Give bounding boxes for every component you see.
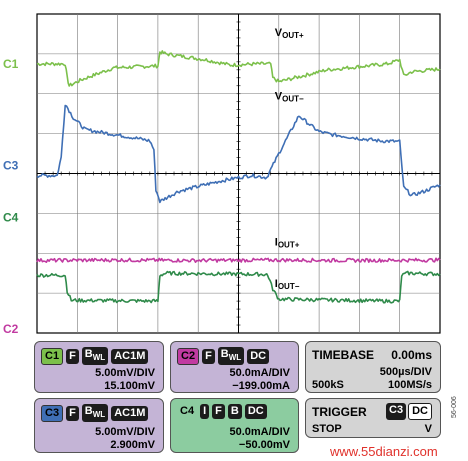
- channel-1-values: 5.00mV/DIV 15.100mV: [95, 367, 155, 393]
- bandwidth-tag: BWL: [81, 347, 109, 366]
- trigger-source-tag: C3: [386, 403, 407, 420]
- channel-markers: C1 C3 C4 C2: [3, 57, 19, 336]
- timebase-panel: TIMEBASE 0.00ms 500µs/DIV 500kS 100MS/s: [305, 341, 441, 393]
- channel-2-scale: 50.0mA/DIV: [229, 367, 290, 379]
- filter-tag: F: [66, 348, 79, 364]
- bandwidth-tag: BWL: [217, 347, 245, 366]
- timebase-title: TIMEBASE: [312, 348, 375, 362]
- trigger-tags: C3 DC: [386, 403, 432, 420]
- channel-2-values: 50.0mA/DIV −199.00mA: [229, 367, 290, 393]
- channel-2-tags: C2 F BWL DC: [177, 347, 270, 366]
- channel-marker-c3: C3: [3, 159, 19, 173]
- channel-marker-c4: C4: [3, 210, 19, 224]
- channel-2-badge: C2: [177, 347, 200, 365]
- channel-1-panel: C1 F BWL AC1M 5.00mV/DIV 15.100mV: [34, 341, 164, 393]
- channel-4-values: 50.0mA/DIV −50.00mV: [229, 426, 290, 452]
- timebase-scale: 500µs/DIV: [379, 366, 432, 378]
- coupling-tag: DC: [244, 404, 267, 419]
- channel-marker-c1: C1: [3, 57, 19, 71]
- watermark-text: www.55dianzi.com: [330, 444, 438, 459]
- sample-count: 500kS: [312, 379, 344, 391]
- filter-tag: F: [212, 404, 225, 419]
- trace-c2: [36, 257, 441, 264]
- bandwidth-tag: BWL: [81, 404, 109, 423]
- channel-marker-c2: C2: [3, 322, 19, 336]
- timebase-offset: 0.00ms: [391, 348, 432, 362]
- coupling-tag: DC: [247, 348, 270, 364]
- bandwidth-tag: B: [227, 404, 242, 419]
- trace-c1: [36, 50, 441, 87]
- trigger-coupling-tag: DC: [408, 403, 432, 420]
- trace-c3: [36, 104, 441, 204]
- channel-2-offset: −199.00mA: [232, 380, 290, 392]
- traces: [36, 50, 441, 304]
- coupling-tag: AC1M: [111, 405, 149, 421]
- channel-1-tags: C1 F BWL AC1M: [41, 347, 149, 366]
- trace-label: IOUT−: [275, 278, 300, 291]
- grid: [36, 13, 441, 334]
- channel-1-badge: C1: [41, 347, 64, 365]
- channel-3-badge: C3: [41, 404, 64, 422]
- coupling-tag: AC1M: [111, 348, 149, 364]
- channel-3-tags: C3 F BWL AC1M: [41, 404, 149, 423]
- invert-tag: I: [200, 404, 210, 419]
- channel-4-panel: C4 I F B DC 50.0mA/DIV −50.00mV: [170, 398, 299, 453]
- trace-c4: [36, 270, 441, 304]
- channel-4-badge: C4: [180, 405, 195, 417]
- channel-3-scale: 5.00mV/DIV: [95, 426, 155, 438]
- channel-2-panel: C2 F BWL DC 50.0mA/DIV −199.00mA: [170, 341, 299, 393]
- sample-rate: 100MS/s: [387, 379, 432, 391]
- trigger-mode: STOP: [312, 423, 342, 435]
- trigger-panel: TRIGGER C3 DC STOP V: [305, 398, 441, 438]
- channel-3-values: 5.00mV/DIV 2.900mV: [95, 426, 155, 452]
- trigger-title: TRIGGER: [312, 405, 367, 419]
- channel-4-tags: C4 I F B DC: [177, 404, 267, 419]
- trace-labels: VOUT+ VOUT− IOUT+ IOUT−: [275, 27, 304, 291]
- trace-label: VOUT−: [275, 91, 304, 104]
- channel-3-panel: C3 F BWL AC1M 5.00mV/DIV 2.900mV: [34, 398, 164, 453]
- channel-4-offset: −50.00mV: [238, 439, 290, 451]
- channel-1-scale: 5.00mV/DIV: [95, 367, 155, 379]
- channel-4-scale: 50.0mA/DIV: [229, 426, 290, 438]
- trigger-unit: V: [424, 423, 432, 435]
- channel-1-offset: 15.100mV: [104, 380, 155, 392]
- trace-label: IOUT+: [275, 236, 300, 249]
- filter-tag: F: [66, 405, 79, 421]
- trace-label: VOUT+: [275, 27, 304, 40]
- filter-tag: F: [202, 348, 215, 364]
- channel-3-offset: 2.900mV: [110, 439, 155, 451]
- figure-code: 56-006: [451, 396, 458, 418]
